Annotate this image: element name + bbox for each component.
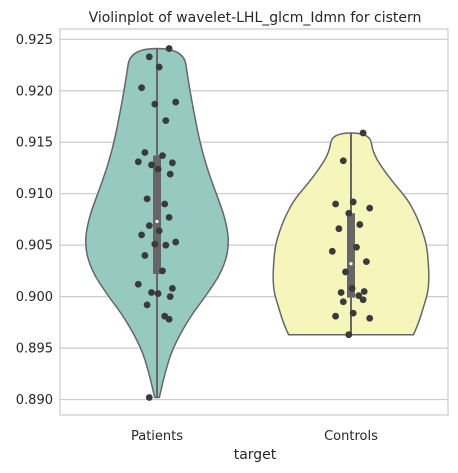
data-point bbox=[355, 292, 363, 299]
violins bbox=[84, 45, 430, 401]
data-point bbox=[162, 241, 170, 249]
y-tick-label: 0.915 bbox=[16, 136, 53, 151]
data-point bbox=[363, 258, 370, 266]
plot-frame bbox=[59, 28, 449, 416]
data-point bbox=[155, 63, 163, 71]
data-point bbox=[141, 252, 149, 259]
data-point bbox=[151, 240, 159, 248]
x-tick-label: Patients bbox=[131, 429, 183, 444]
data-point bbox=[335, 225, 343, 233]
data-point bbox=[151, 100, 159, 108]
data-point bbox=[145, 53, 153, 61]
data-point bbox=[134, 158, 142, 166]
violin-median-marker bbox=[349, 262, 353, 266]
data-point bbox=[154, 290, 162, 297]
data-point bbox=[155, 227, 163, 235]
x-axis-label: target bbox=[234, 447, 277, 463]
data-point bbox=[356, 221, 364, 228]
data-point bbox=[353, 243, 360, 251]
data-point bbox=[138, 84, 146, 92]
data-point bbox=[332, 200, 339, 208]
y-tick-label: 0.900 bbox=[16, 290, 53, 305]
data-point bbox=[134, 280, 142, 288]
data-point bbox=[162, 117, 170, 125]
data-point bbox=[165, 315, 173, 323]
data-point bbox=[159, 152, 166, 160]
data-point bbox=[348, 284, 356, 292]
data-point bbox=[148, 161, 155, 169]
violin-median-marker bbox=[155, 219, 159, 224]
y-tick-label: 0.890 bbox=[16, 393, 53, 408]
data-point bbox=[138, 231, 146, 239]
data-point bbox=[165, 45, 173, 52]
data-point bbox=[359, 129, 367, 137]
y-axis-ticks: 0.890 0.895 0.900 0.905 0.910 0.915 0.920 0.925 bbox=[16, 33, 53, 408]
data-point bbox=[161, 200, 169, 208]
y-tick-label: 0.910 bbox=[16, 187, 53, 202]
data-point bbox=[359, 296, 367, 304]
data-point bbox=[345, 209, 353, 217]
data-point bbox=[349, 198, 357, 206]
data-point bbox=[159, 267, 166, 275]
x-tick-label: Controls bbox=[324, 429, 378, 444]
violin-iqr-box bbox=[347, 213, 355, 298]
data-point bbox=[366, 314, 374, 322]
data-point bbox=[148, 289, 155, 296]
y-tick-label: 0.895 bbox=[16, 342, 53, 357]
data-point bbox=[360, 288, 368, 295]
data-point bbox=[366, 204, 374, 212]
data-point bbox=[345, 331, 353, 339]
data-point bbox=[166, 293, 174, 301]
data-point bbox=[328, 247, 336, 255]
data-point bbox=[342, 268, 349, 276]
y-tick-label: 0.925 bbox=[16, 33, 53, 48]
data-point bbox=[332, 312, 339, 320]
data-point bbox=[339, 157, 347, 165]
data-point bbox=[349, 309, 357, 317]
data-point bbox=[143, 195, 151, 203]
data-point bbox=[172, 238, 180, 246]
data-point bbox=[339, 298, 347, 306]
chart-title: Violinplot of wavelet-LHL_glcm_Idmn for … bbox=[89, 10, 422, 26]
data-point bbox=[141, 149, 149, 156]
data-point bbox=[143, 301, 151, 309]
y-tick-label: 0.920 bbox=[16, 84, 53, 99]
x-axis-ticks: Patients Controls bbox=[131, 429, 378, 444]
data-point bbox=[169, 159, 176, 167]
data-point bbox=[169, 284, 176, 292]
violin-iqr-box bbox=[153, 155, 161, 274]
data-point bbox=[145, 394, 153, 401]
data-point bbox=[154, 165, 162, 173]
data-point bbox=[337, 289, 345, 296]
data-point bbox=[145, 222, 153, 230]
y-tick-label: 0.905 bbox=[16, 239, 53, 254]
data-point bbox=[172, 98, 180, 106]
data-point bbox=[165, 213, 173, 221]
data-point bbox=[166, 170, 174, 178]
